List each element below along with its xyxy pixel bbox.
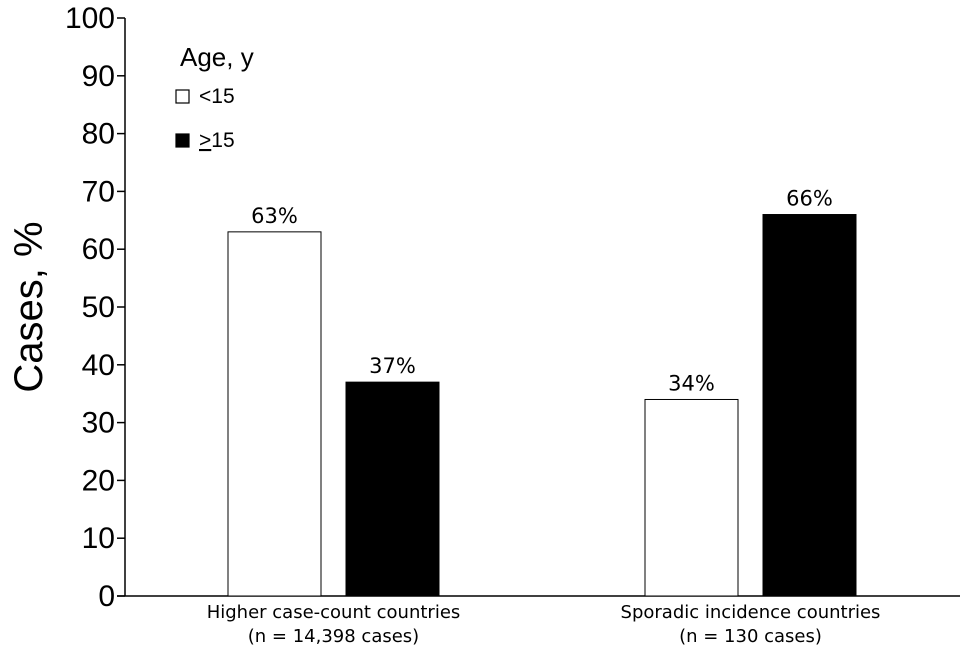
legend-swatch <box>175 89 190 104</box>
legend-entry: <15 <box>199 85 235 108</box>
data-label: 63% <box>251 204 298 228</box>
legend: Age, y <15 >15 <box>175 42 254 152</box>
bar <box>644 398 739 597</box>
y-tick-label: 0 <box>98 580 115 613</box>
data-label: 66% <box>786 187 833 211</box>
y-tick-label: 10 <box>82 522 115 555</box>
x-category-sublabel: (n = 14,398 cases) <box>248 626 419 647</box>
bars: 63% 37% 34% 66% <box>227 187 857 597</box>
legend-swatch <box>175 133 190 148</box>
x-axis-categories: Higher case-count countries (n = 14,398 c… <box>207 602 881 647</box>
y-tick-label: 20 <box>82 464 115 497</box>
data-label: 34% <box>668 371 715 395</box>
bar <box>227 231 322 597</box>
legend-title: Age, y <box>180 42 254 72</box>
y-tick-label: 50 <box>82 291 115 324</box>
x-category-sublabel: (n = 130 cases) <box>679 626 822 647</box>
x-category-label: Higher case-count countries <box>207 602 461 623</box>
legend-entry: >15 <box>199 129 235 152</box>
y-tick-label: 90 <box>82 60 115 93</box>
y-tick-label: 30 <box>82 407 115 440</box>
y-tick-label: 60 <box>82 233 115 266</box>
bar <box>345 381 440 597</box>
x-category-label: Sporadic incidence countries <box>621 602 881 623</box>
y-axis-label: Cases, % <box>7 221 51 392</box>
y-tick-label: 40 <box>82 349 115 382</box>
y-axis: 0 10 20 30 40 50 60 70 80 90 100 <box>65 2 960 613</box>
y-tick-label: 70 <box>82 175 115 208</box>
data-label: 37% <box>369 354 416 378</box>
y-tick-label: 80 <box>82 118 115 151</box>
y-tick-label: 100 <box>65 2 115 35</box>
bar <box>762 214 857 597</box>
